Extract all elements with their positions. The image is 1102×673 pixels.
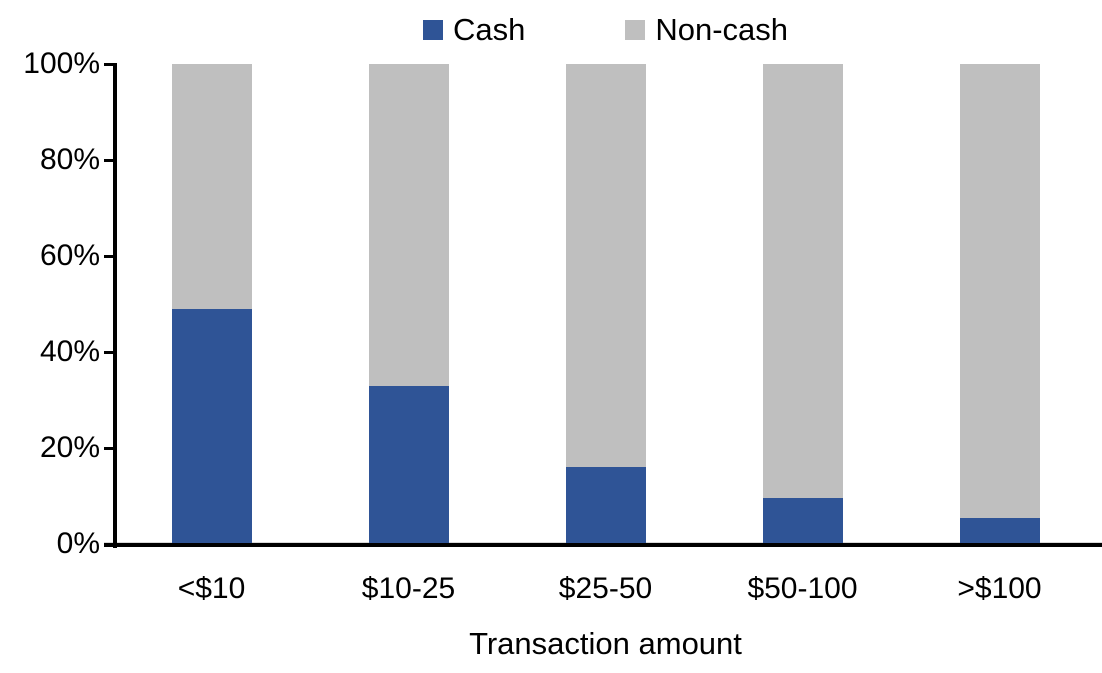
x-axis-line xyxy=(104,543,1102,547)
stacked-bar-2 xyxy=(565,64,646,544)
x-category-label: <$10 xyxy=(177,572,246,605)
y-tick-mark xyxy=(104,350,113,354)
legend-item-cash: Cash xyxy=(422,12,526,48)
x-axis-category-labels: <$10 $10-25 $25-50 $50-100 >$100 xyxy=(113,572,1098,606)
bar-slot-1 xyxy=(310,64,507,544)
y-axis-tick-labels: 0% 20% 40% 60% 80% 100% xyxy=(0,48,100,560)
y-tick-mark xyxy=(104,254,113,258)
stacked-bar-4 xyxy=(959,64,1040,544)
legend-label: Cash xyxy=(452,12,526,47)
bar-segment-cash xyxy=(171,308,252,544)
y-tick-mark xyxy=(104,446,113,450)
bar-segment-non-cash xyxy=(171,64,252,309)
stacked-bar-1 xyxy=(368,64,449,544)
stacked-bar-0 xyxy=(171,64,252,544)
y-tick-label: 60% xyxy=(39,239,100,272)
bar-segment-cash xyxy=(959,517,1040,544)
y-tick-mark xyxy=(104,63,113,66)
legend-item-non-cash: Non-cash xyxy=(625,12,788,48)
x-category-label: $50-100 xyxy=(747,572,858,605)
bar-slot-4 xyxy=(901,64,1098,544)
legend-swatch-icon xyxy=(625,20,646,40)
bar-slot-2 xyxy=(507,64,704,544)
legend-swatch-icon xyxy=(422,20,443,40)
bar-slot-3 xyxy=(704,64,901,544)
y-tick-label: 40% xyxy=(39,335,100,368)
bar-segment-cash xyxy=(762,498,843,544)
bars-container xyxy=(113,64,1098,544)
y-axis-line xyxy=(113,63,117,548)
bar-segment-non-cash xyxy=(368,64,449,386)
y-tick-mark xyxy=(104,158,113,162)
x-axis-title: Transaction amount xyxy=(469,626,742,661)
stacked-bar-3 xyxy=(762,64,843,544)
x-category-label: $25-50 xyxy=(558,572,653,605)
bar-slot-0 xyxy=(113,64,310,544)
bar-segment-non-cash xyxy=(565,64,646,468)
bar-segment-non-cash xyxy=(959,64,1040,518)
bar-segment-non-cash xyxy=(762,64,843,499)
x-category-label: >$100 xyxy=(957,572,1042,605)
bar-segment-cash xyxy=(368,385,449,544)
y-tick-mark xyxy=(104,542,113,546)
y-tick-label: 100% xyxy=(23,47,100,80)
chart-legend: Cash Non-cash xyxy=(113,10,1098,50)
y-tick-label: 20% xyxy=(39,431,100,464)
y-tick-label: 80% xyxy=(39,143,100,176)
bar-segment-cash xyxy=(565,467,646,544)
plot-area xyxy=(104,63,1102,548)
x-category-label: $10-25 xyxy=(361,572,456,605)
legend-label: Non-cash xyxy=(655,12,789,47)
y-tick-label: 0% xyxy=(56,527,100,560)
